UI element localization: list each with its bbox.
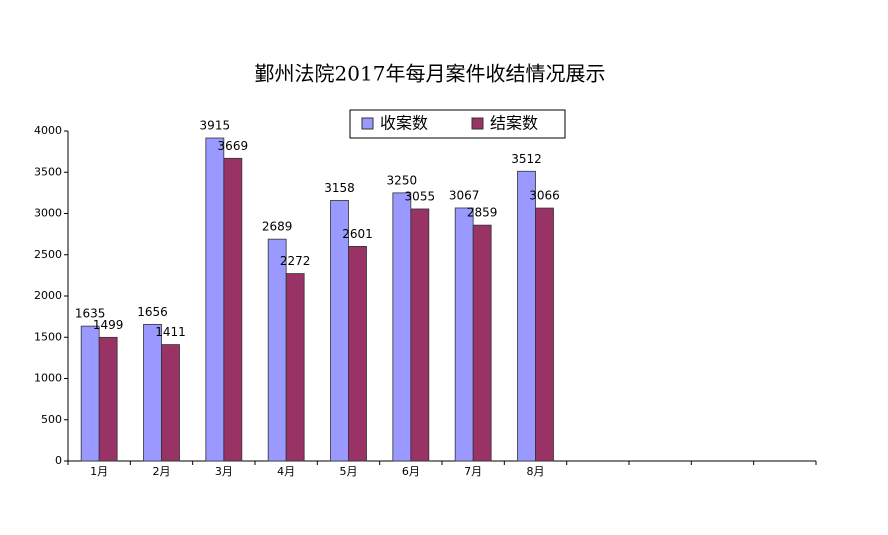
bar [517, 170, 536, 462]
legend-label: 收案数 [380, 114, 428, 133]
data-label: 3055 [405, 189, 436, 203]
data-label: 3066 [529, 189, 560, 203]
bar [223, 157, 243, 462]
bar [285, 273, 305, 462]
data-label: 2689 [262, 220, 293, 234]
y-tick-label: 0 [55, 454, 62, 467]
y-tick-label: 4000 [34, 124, 62, 137]
bar [267, 238, 287, 462]
x-tick-label: 5月 [340, 465, 358, 478]
y-tick-label: 3000 [34, 207, 62, 220]
y-tick-label: 3500 [34, 165, 62, 178]
legend-box [349, 109, 566, 139]
data-label: 1656 [137, 305, 168, 319]
data-label: 1411 [155, 325, 186, 339]
bar [392, 192, 412, 462]
y-tick-label: 1000 [34, 372, 62, 385]
bar [98, 336, 118, 462]
x-tick-label: 2月 [153, 465, 171, 478]
data-label: 3250 [387, 173, 418, 187]
data-label: 3915 [200, 119, 231, 133]
bar [143, 323, 162, 462]
legend-label: 结案数 [490, 114, 538, 133]
x-tick-label: 7月 [464, 465, 482, 478]
data-label: 2859 [467, 206, 498, 220]
data-label: 3158 [324, 181, 355, 195]
data-label: 1499 [93, 318, 124, 332]
y-tick-label: 1500 [34, 330, 62, 343]
data-label: 3512 [511, 152, 542, 166]
data-label: 3669 [218, 139, 249, 153]
chart-title: 鄞州法院2017年每月案件收结情况展示 [255, 62, 606, 86]
bar [535, 207, 554, 462]
x-tick-label: 1月 [90, 465, 108, 478]
data-label: 2601 [342, 227, 373, 241]
x-tick-label: 6月 [402, 465, 420, 478]
x-tick-label: 4月 [277, 465, 295, 478]
y-tick-label: 500 [41, 413, 62, 426]
data-label: 2272 [280, 254, 311, 268]
legend-swatch [361, 117, 374, 130]
data-label: 3067 [449, 188, 480, 202]
legend-swatch [471, 117, 484, 130]
bar [348, 246, 367, 462]
bar [472, 224, 492, 462]
bar [454, 207, 474, 462]
data-label: 1635 [75, 307, 106, 321]
y-tick-label: 2500 [34, 248, 62, 261]
y-tick-label: 2000 [34, 289, 62, 302]
bar [410, 208, 430, 462]
bar [80, 325, 100, 462]
x-tick-label: 3月 [215, 465, 233, 478]
bar [161, 344, 180, 462]
x-tick-label: 8月 [527, 465, 545, 478]
bar [205, 137, 225, 462]
